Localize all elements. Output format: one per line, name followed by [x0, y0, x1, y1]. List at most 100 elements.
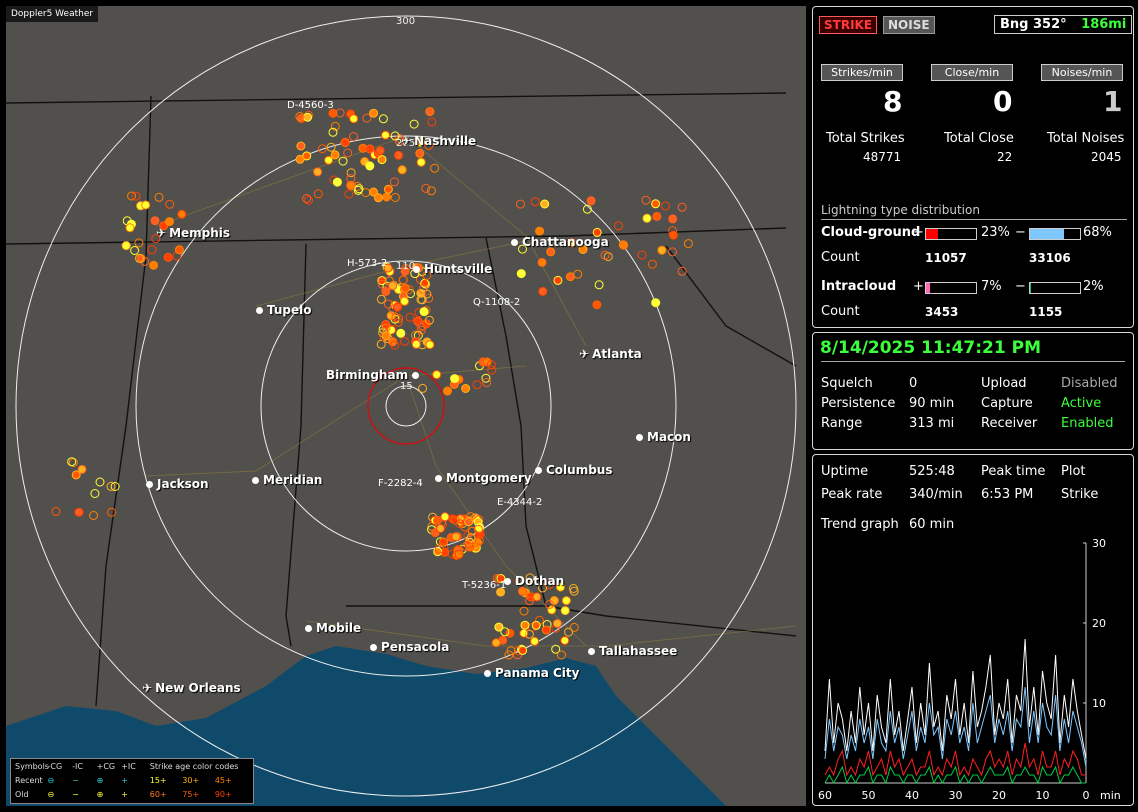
trend-graph-label: Trend graph: [821, 517, 899, 532]
city-name: Atlanta: [592, 347, 642, 361]
strike-marker: [524, 629, 534, 639]
strike-marker: [541, 625, 551, 635]
strike-marker: [557, 650, 566, 660]
strike-marker: [365, 144, 375, 154]
ic-count-label: Count: [821, 304, 860, 319]
strike-marker: [378, 114, 388, 124]
total-close-value: 22: [997, 150, 1013, 164]
strike-marker: [353, 185, 363, 195]
strike-marker: [74, 507, 84, 517]
strike-marker: [151, 234, 161, 244]
strike-marker: [432, 370, 442, 380]
lightning-map[interactable]: Doppler5 Weather: [6, 6, 806, 806]
strike-marker: [395, 134, 405, 143]
strike-marker: [652, 211, 662, 221]
ic-pos-count: 3453: [925, 305, 959, 319]
storm-cell-label[interactable]: H-573-2: [347, 258, 388, 269]
legend-old-label: Old: [15, 790, 29, 799]
storm-cell-label[interactable]: E-4344-2: [497, 497, 543, 508]
plot-value[interactable]: Strike: [1061, 487, 1099, 502]
strike-marker: [95, 477, 105, 487]
range-value: 313 mi: [909, 416, 955, 431]
strike-marker: [668, 214, 678, 224]
city-name: Mobile: [316, 621, 362, 635]
strike-marker: [388, 281, 398, 291]
strike-marker: [492, 573, 502, 583]
ic-label: Intracloud: [821, 279, 897, 294]
upload-value: Disabled: [1061, 376, 1118, 391]
range-ring-label: 15: [400, 381, 413, 392]
cg-label: Cloud-ground: [821, 225, 921, 240]
strike-marker: [303, 112, 313, 122]
city-name: Birmingham: [326, 368, 409, 382]
trend-graph-window: 60 min: [909, 517, 955, 532]
city-label-huntsville: Huntsville: [413, 262, 492, 276]
strike-marker: [651, 298, 661, 308]
city-label-panama-city: Panama City: [484, 666, 579, 680]
city-name: Tupelo: [267, 303, 312, 317]
cg-neg-sign: −: [1015, 225, 1026, 240]
noise-mode-button[interactable]: NOISE: [883, 16, 935, 34]
x-tick-label: 10: [1036, 789, 1050, 802]
strike-marker: [390, 193, 400, 202]
strike-marker: [486, 360, 496, 370]
squelch-value: 0: [909, 376, 918, 391]
strike-marker: [565, 272, 575, 282]
strike-marker: [464, 517, 474, 527]
city-label-macon: Macon: [636, 430, 691, 444]
datetime-readout: 8/14/2025 11:47:21 PM: [820, 338, 1041, 358]
capture-label: Capture: [981, 396, 1033, 411]
total-noises-value: 2045: [1091, 150, 1122, 164]
legend-symbols-label: Symbols: [15, 762, 49, 771]
neg-ic-recent-icon: −: [72, 776, 79, 785]
strike-marker: [466, 533, 476, 543]
strike-marker: [525, 596, 534, 606]
strike-marker: [369, 108, 379, 118]
cg-pos-pct: 23%: [981, 225, 1010, 240]
strike-marker: [564, 627, 574, 637]
distribution-title: Lightning type distribution: [821, 203, 980, 217]
strike-marker: [433, 547, 443, 557]
strike-marker: [134, 238, 144, 248]
strike-marker: [346, 168, 356, 178]
storm-cell-label[interactable]: D-4560-3: [287, 100, 334, 111]
x-tick-label: 20: [992, 789, 1006, 802]
strike-marker: [430, 163, 440, 173]
cg-pos-sign: +: [913, 225, 924, 240]
strike-marker: [422, 289, 432, 299]
strike-mode-button[interactable]: STRIKE: [819, 16, 878, 34]
trend-series-2: [824, 742, 1086, 777]
strike-marker: [416, 157, 426, 167]
strike-marker: [396, 328, 406, 338]
storm-cell-label[interactable]: T-5236-1: [462, 580, 507, 591]
strike-marker: [556, 582, 565, 592]
strike-marker: [130, 246, 140, 255]
city-dot-icon: [435, 475, 442, 482]
storm-cell-label[interactable]: F-2282-4: [378, 478, 423, 489]
strike-marker: [377, 279, 387, 289]
legend-age-75: 75+: [182, 790, 200, 799]
receiver-value: Enabled: [1061, 416, 1114, 431]
city-dot-icon: [370, 644, 377, 651]
strike-marker: [592, 227, 602, 237]
strike-marker: [400, 266, 410, 276]
strike-marker: [424, 140, 434, 150]
strike-marker: [376, 294, 386, 304]
strike-marker: [394, 136, 404, 146]
city-name: Memphis: [169, 226, 231, 240]
strike-marker: [295, 112, 305, 121]
ic-pos-pct: 7%: [981, 279, 1002, 294]
strike-marker: [362, 113, 372, 123]
strike-marker: [302, 194, 312, 203]
city-name: Montgomery: [446, 471, 532, 485]
airport-icon: ✈: [142, 681, 153, 695]
strike-marker: [330, 121, 340, 131]
plot-label: Plot: [1061, 464, 1086, 479]
strike-marker: [443, 386, 452, 396]
strike-marker: [491, 638, 501, 648]
strike-marker: [90, 489, 100, 498]
city-name: Pensacola: [381, 640, 450, 654]
strike-marker: [332, 177, 342, 187]
storm-cell-label[interactable]: Q-1108-2: [473, 297, 521, 308]
strike-marker: [515, 576, 524, 586]
